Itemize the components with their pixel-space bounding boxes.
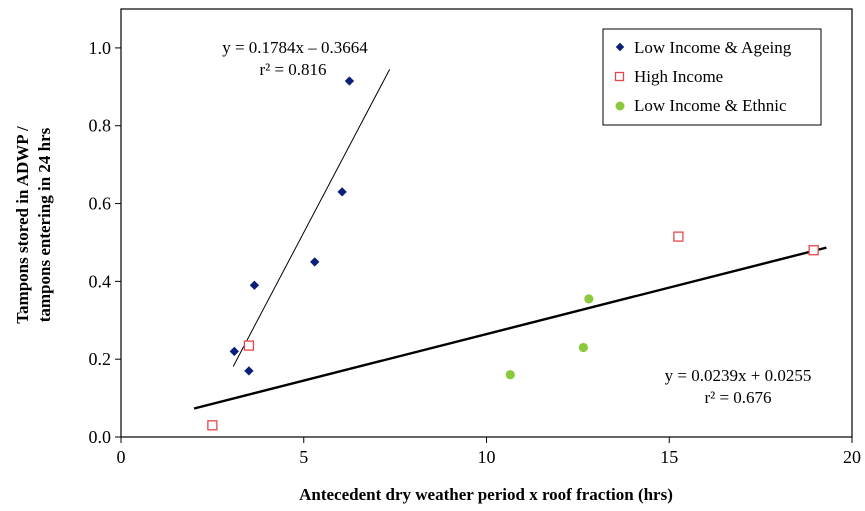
point-low-income-ageing <box>310 257 320 267</box>
point-low-income-ethnic <box>578 342 588 353</box>
y-tick-label: 0.6 <box>89 194 112 214</box>
y-axis-ticks: 0.0 0.2 0.4 0.6 0.8 1.0 <box>89 38 121 447</box>
y-tick-label: 1.0 <box>89 38 112 58</box>
legend: Low Income & Ageing High Income Low Inco… <box>602 28 822 126</box>
steep-trendline <box>232 69 391 367</box>
shallow-trendline-r2: r² = 0.676 <box>704 388 771 407</box>
point-low-income-ageing <box>244 366 254 376</box>
legend-square-marker <box>614 71 625 82</box>
legend-circle-marker <box>615 101 625 111</box>
point-low-income-ageing <box>249 280 260 290</box>
data-markers <box>207 76 819 431</box>
point-high-income <box>207 420 218 431</box>
x-tick-label: 0 <box>117 447 126 467</box>
point-high-income <box>243 340 255 351</box>
y-tick-label: 0.2 <box>89 349 112 369</box>
legend-label-high-income: High Income <box>634 67 723 86</box>
x-tick-label: 5 <box>299 447 308 467</box>
trendlines <box>193 69 827 410</box>
steep-trendline-r2: r² = 0.816 <box>259 60 326 79</box>
point-low-income-ageing <box>337 187 347 197</box>
legend-item-high-income: High Income <box>614 67 723 86</box>
x-axis-ticks: 0 5 10 15 20 <box>117 437 861 467</box>
legend-label-low-income-ethnic: Low Income & Ethnic <box>634 96 787 115</box>
y-tick-label: 0.0 <box>89 427 112 447</box>
shallow-trendline-equation: y = 0.0239x + 0.0255 <box>665 366 812 385</box>
legend-box <box>602 28 822 126</box>
x-axis-title: Antecedent dry weather period x roof fra… <box>299 485 673 504</box>
y-axis-title-line-1: Tampons stored in ADWP / <box>13 126 32 324</box>
point-low-income-ethnic <box>584 294 594 304</box>
point-high-income <box>673 231 684 242</box>
y-axis-title-line-2: tampons entering in 24 hrs <box>35 127 54 322</box>
point-low-income-ageing <box>229 346 239 357</box>
shallow-trendline <box>193 246 827 410</box>
point-low-income-ethnic <box>505 370 515 380</box>
y-tick-label: 0.4 <box>89 271 112 291</box>
steep-trendline-equation: y = 0.1784x – 0.3664 <box>222 38 368 57</box>
x-tick-label: 20 <box>843 447 861 467</box>
x-tick-label: 10 <box>478 447 496 467</box>
point-low-income-ageing <box>344 76 355 86</box>
legend-label-low-income-ageing: Low Income & Ageing <box>634 38 792 57</box>
legend-item-low-income-ethnic: Low Income & Ethnic <box>615 96 787 115</box>
legend-item-low-income-ageing: Low Income & Ageing <box>615 38 792 57</box>
y-tick-label: 0.8 <box>89 116 112 136</box>
x-tick-label: 15 <box>660 447 678 467</box>
point-high-income <box>808 245 819 256</box>
